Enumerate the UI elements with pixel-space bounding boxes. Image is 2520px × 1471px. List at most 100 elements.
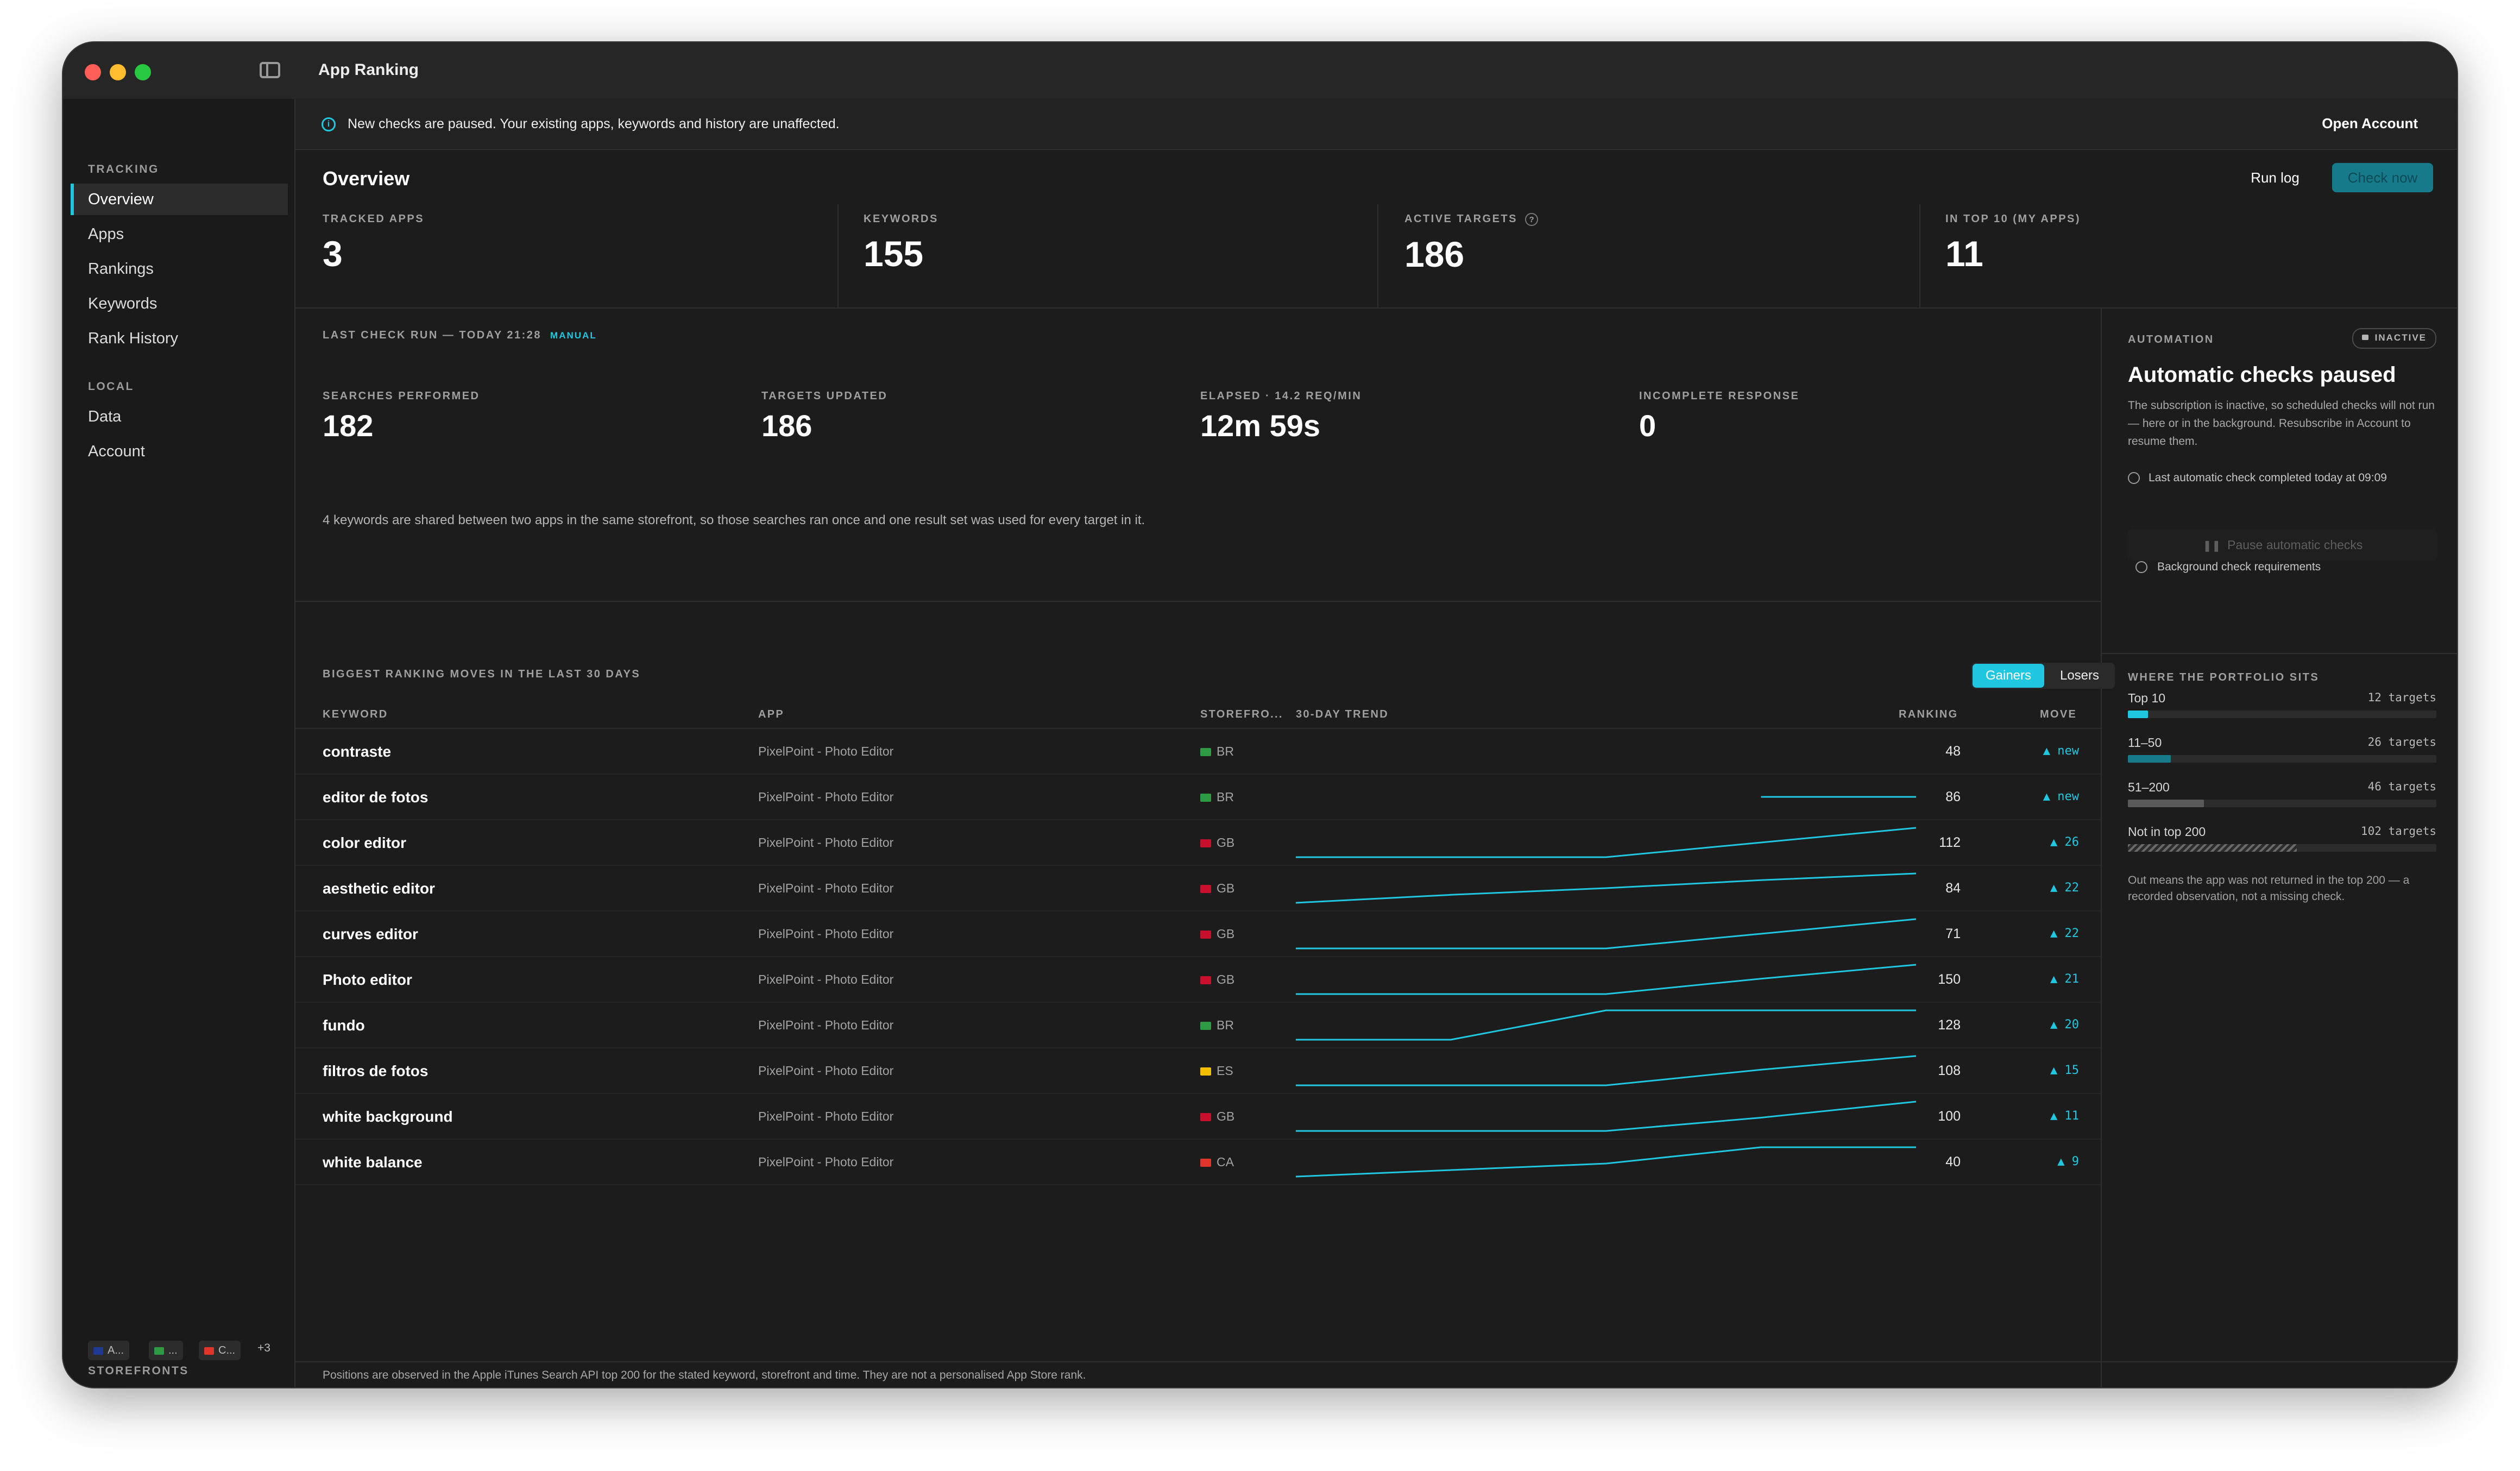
automation-description: The subscription is inactive, so schedul… [2128, 399, 2435, 448]
br-flag-icon [1200, 1022, 1211, 1030]
close-window-button[interactable] [85, 64, 101, 80]
sidebar-item-overview[interactable]: Overview [71, 184, 288, 215]
row-ranking: 71 [1945, 926, 1961, 941]
paused-banner: i New checks are paused. Your existing a… [295, 99, 2457, 150]
table-row[interactable]: editor de fotos PixelPoint - Photo Editor… [295, 775, 2101, 820]
storefronts-more[interactable]: +3 [257, 1342, 270, 1354]
row-move: ▲ 22 [2050, 881, 2079, 895]
row-keyword: Photo editor [323, 971, 412, 988]
table-row[interactable]: white background PixelPoint - Photo Edito… [295, 1094, 2101, 1140]
row-storefront: GB [1200, 972, 1234, 987]
storefront-chip-label: C... [218, 1344, 236, 1356]
row-move: ▲ 26 [2050, 835, 2079, 849]
row-app: PixelPoint - Photo Editor [758, 744, 894, 758]
table-row[interactable]: contraste PixelPoint - Photo Editor BR 48 ▲ … [295, 729, 2101, 775]
help-circle-icon [2135, 561, 2147, 574]
trend-sparkline [1296, 732, 1916, 770]
portfolio-row: 11–50 26 targets [2128, 736, 2436, 763]
stat-tracked-apps: TRACKED APPS 3 [323, 213, 424, 305]
storefront-chip-ca[interactable]: C... [199, 1341, 241, 1360]
column-header-trend: 30-DAY TREND [1296, 708, 1389, 720]
es-flag-icon [1200, 1067, 1211, 1076]
row-move: ▲ 9 [2057, 1155, 2079, 1168]
table-row[interactable]: aesthetic editor PixelPoint - Photo Edito… [295, 866, 2101, 911]
column-header-keyword[interactable]: KEYWORD [323, 708, 388, 720]
run-stat-incomplete: INCOMPLETE RESPONSE 0 [1639, 390, 1799, 443]
portfolio-row: 51–200 46 targets [2128, 780, 2436, 807]
check-now-button[interactable]: Check now [2332, 163, 2433, 192]
portfolio-bar-fill [2128, 844, 2297, 852]
stat-value: 155 [864, 234, 924, 274]
table-row[interactable]: curves editor PixelPoint - Photo Editor GB… [295, 911, 2101, 957]
last-run-label: LAST CHECK RUN — TODAY 21:28 MANUAL [323, 329, 597, 341]
banner-text: New checks are paused. Your existing app… [348, 116, 840, 131]
open-account-link[interactable]: Open Account [2322, 115, 2418, 131]
table-row[interactable]: color editor PixelPoint - Photo Editor GB 1… [295, 820, 2101, 866]
pause-automatic-checks-button[interactable]: ❚❚ Pause automatic checks [2128, 529, 2437, 561]
losers-tab[interactable]: Losers [2059, 668, 2100, 683]
row-storefront-code: BR [1217, 744, 1234, 758]
inactive-badge: INACTIVE [2352, 328, 2436, 349]
row-ranking: 86 [1945, 789, 1961, 804]
trend-line [1296, 918, 1916, 950]
stat-value: 186 [761, 408, 812, 443]
help-icon[interactable]: ? [1525, 213, 1539, 226]
sidebar-item-rankings[interactable]: Rankings [88, 260, 154, 278]
table-row[interactable]: Photo editor PixelPoint - Photo Editor GB 1… [295, 957, 2101, 1003]
portfolio-row: Not in top 200 102 targets [2128, 825, 2436, 852]
column-header-move[interactable]: MOVE [2040, 708, 2077, 720]
portfolio-row-label: 11–50 [2128, 736, 2162, 750]
table-row[interactable]: fundo PixelPoint - Photo Editor BR 128 ▲ 20 [295, 1003, 2101, 1048]
pause-icon: ❚❚ [2202, 540, 2221, 552]
trend-sparkline [1296, 1055, 1916, 1086]
sidebar-item-keywords[interactable]: Keywords [88, 295, 158, 312]
row-storefront: ES [1200, 1064, 1233, 1078]
row-app: PixelPoint - Photo Editor [758, 790, 894, 804]
minimize-window-button[interactable] [110, 64, 126, 80]
run-log-button[interactable]: Run log [2251, 169, 2300, 186]
sidebar-item-data[interactable]: Data [88, 408, 122, 425]
stat-label: ACTIVE TARGETS ? [1404, 213, 1539, 226]
portfolio-row-label: 51–200 [2128, 780, 2170, 794]
row-ranking: 108 [1938, 1063, 1961, 1078]
row-app: PixelPoint - Photo Editor [758, 1018, 894, 1032]
row-app: PixelPoint - Photo Editor [758, 927, 894, 941]
row-move: ▲ 20 [2050, 1018, 2079, 1032]
background-requirements-link[interactable]: Background check requirements [2135, 561, 2321, 574]
row-ranking: 40 [1945, 1154, 1961, 1170]
zoom-window-button[interactable] [135, 64, 151, 80]
trend-sparkline [1296, 1101, 1916, 1132]
sidebar-item-account[interactable]: Account [88, 443, 145, 460]
trend-sparkline [1296, 918, 1916, 950]
stat-label: TARGETS UPDATED [761, 390, 888, 402]
sidebar-item-apps[interactable]: Apps [88, 225, 124, 243]
column-header-storefront[interactable]: STOREFRO... [1200, 708, 1283, 720]
column-header-ranking[interactable]: RANKING [1899, 708, 1958, 720]
br-flag-icon [1200, 748, 1211, 757]
trend-sparkline [1296, 872, 1916, 904]
stat-value: 186 [1404, 234, 1465, 274]
table-row[interactable]: white balance PixelPoint - Photo Editor CA… [295, 1140, 2101, 1185]
portfolio-bar-fill [2128, 755, 2171, 763]
last-automatic-check: Last automatic check completed today at … [2128, 472, 2387, 485]
trend-line [1296, 1146, 1916, 1178]
sidebar-heading-tracking: TRACKING [88, 163, 159, 175]
storefront-chip-au[interactable]: A... [88, 1341, 130, 1360]
sidebar-toggle-icon[interactable] [260, 62, 280, 78]
stat-in-top-10: IN TOP 10 (MY APPS) 11 [1945, 213, 2081, 305]
sidebar-item-rank-history[interactable]: Rank History [88, 330, 178, 347]
row-storefront: GB [1200, 927, 1234, 941]
trend-line [1296, 1009, 1916, 1041]
gainers-tab[interactable]: Gainers [1973, 664, 2044, 688]
stat-active-targets: ACTIVE TARGETS ? 186 [1404, 213, 1539, 305]
storefront-chip-br[interactable]: ... [149, 1341, 183, 1360]
br-flag-icon [154, 1347, 164, 1355]
column-header-app[interactable]: APP [758, 708, 785, 720]
table-row[interactable]: filtros de fotos PixelPoint - Photo Edito… [295, 1048, 2101, 1094]
row-storefront: CA [1200, 1155, 1234, 1170]
trend-sparkline [1296, 1146, 1916, 1178]
row-app: PixelPoint - Photo Editor [758, 881, 894, 895]
portfolio-row-count: 102 targets [2360, 825, 2436, 838]
sidebar-heading-storefronts: STOREFRONTS [88, 1365, 189, 1377]
row-storefront-code: GB [1217, 1109, 1235, 1123]
